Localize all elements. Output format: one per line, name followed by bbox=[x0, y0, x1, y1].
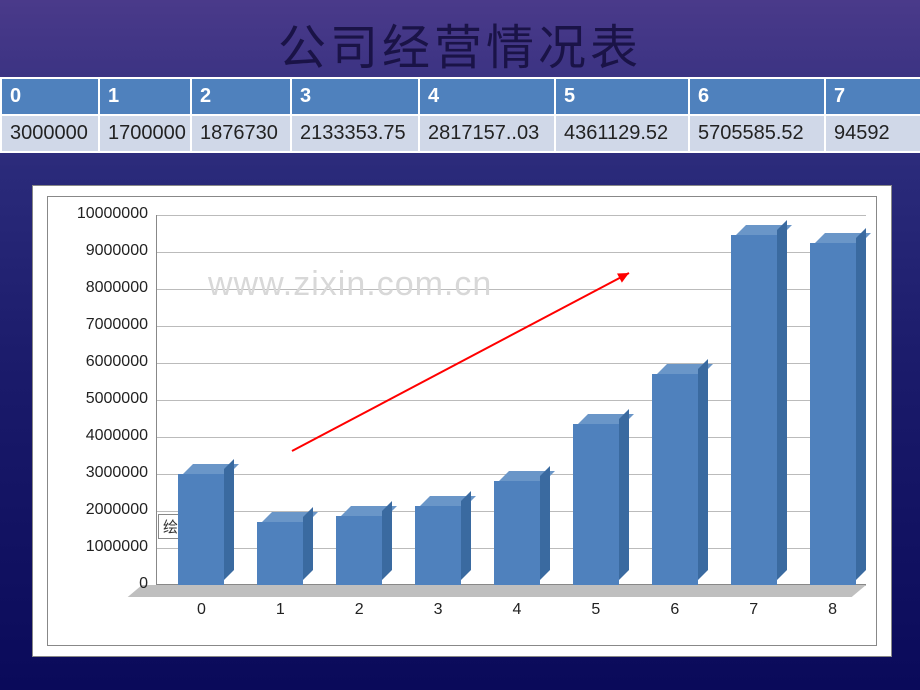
chart-bar bbox=[336, 516, 382, 585]
table-header-cell: 2 bbox=[191, 78, 291, 115]
table-cell: 2133353.75 bbox=[291, 115, 419, 152]
chart-y-tick-label: 1000000 bbox=[58, 538, 148, 556]
chart-x-tick-label: 8 bbox=[818, 601, 848, 619]
chart-x-tick-label: 7 bbox=[739, 601, 769, 619]
chart-x-tick-label: 3 bbox=[423, 601, 453, 619]
chart-x-tick-label: 2 bbox=[344, 601, 374, 619]
table-cell: 1876730 bbox=[191, 115, 291, 152]
chart-x-tick-label: 5 bbox=[581, 601, 611, 619]
slide-title: 公司经营情况表 bbox=[278, 8, 642, 78]
chart-y-tick-label: 3000000 bbox=[58, 464, 148, 482]
table-cell: 3000000 bbox=[1, 115, 99, 152]
chart-gridline bbox=[157, 215, 866, 216]
chart-plot-area: 绘图区 012345678 bbox=[156, 215, 866, 615]
table-cell: 94592 bbox=[825, 115, 920, 152]
chart-bar bbox=[810, 243, 856, 585]
table-header-row: 01234567 bbox=[1, 78, 920, 115]
table-header-cell: 5 bbox=[555, 78, 689, 115]
chart-panel: www.zixin.com.cn 绘图区 012345678 010000002… bbox=[32, 185, 892, 657]
chart-bar bbox=[257, 522, 303, 585]
table-header-cell: 3 bbox=[291, 78, 419, 115]
data-table: 01234567 3000000170000018767302133353.75… bbox=[0, 77, 920, 153]
chart-bar bbox=[415, 506, 461, 585]
table-cell: 4361129.52 bbox=[555, 115, 689, 152]
table-header-cell: 4 bbox=[419, 78, 555, 115]
table-cell: 5705585.52 bbox=[689, 115, 825, 152]
table-row: 3000000170000018767302133353.752817157..… bbox=[1, 115, 920, 152]
chart-y-tick-label: 10000000 bbox=[58, 205, 148, 223]
chart-floor bbox=[128, 585, 866, 597]
chart-bar bbox=[494, 481, 540, 585]
chart-bar bbox=[652, 374, 698, 585]
table-cell: 1700000 bbox=[99, 115, 191, 152]
chart-y-tick-label: 5000000 bbox=[58, 390, 148, 408]
chart-x-tick-label: 0 bbox=[186, 601, 216, 619]
chart-y-tick-label: 4000000 bbox=[58, 427, 148, 445]
chart-bar bbox=[178, 474, 224, 585]
chart-bar bbox=[573, 424, 619, 585]
chart-bar bbox=[731, 235, 777, 585]
table-header-cell: 1 bbox=[99, 78, 191, 115]
chart-y-tick-label: 2000000 bbox=[58, 501, 148, 519]
table-header-cell: 7 bbox=[825, 78, 920, 115]
table-header-cell: 0 bbox=[1, 78, 99, 115]
chart-x-tick-label: 6 bbox=[660, 601, 690, 619]
chart-inner: www.zixin.com.cn 绘图区 012345678 010000002… bbox=[47, 196, 877, 646]
chart-y-tick-label: 8000000 bbox=[58, 279, 148, 297]
table-body: 3000000170000018767302133353.752817157..… bbox=[1, 115, 920, 152]
chart-y-tick-label: 9000000 bbox=[58, 242, 148, 260]
chart-y-tick-label: 6000000 bbox=[58, 353, 148, 371]
chart-y-tick-label: 7000000 bbox=[58, 316, 148, 334]
slide-root: 公司经营情况表 01234567 30000001700000187673021… bbox=[0, 0, 920, 690]
chart-y-tick-label: 0 bbox=[58, 575, 148, 593]
table-cell: 2817157..03 bbox=[419, 115, 555, 152]
table-header-cell: 6 bbox=[689, 78, 825, 115]
chart-x-tick-label: 4 bbox=[502, 601, 532, 619]
chart-x-tick-label: 1 bbox=[265, 601, 295, 619]
